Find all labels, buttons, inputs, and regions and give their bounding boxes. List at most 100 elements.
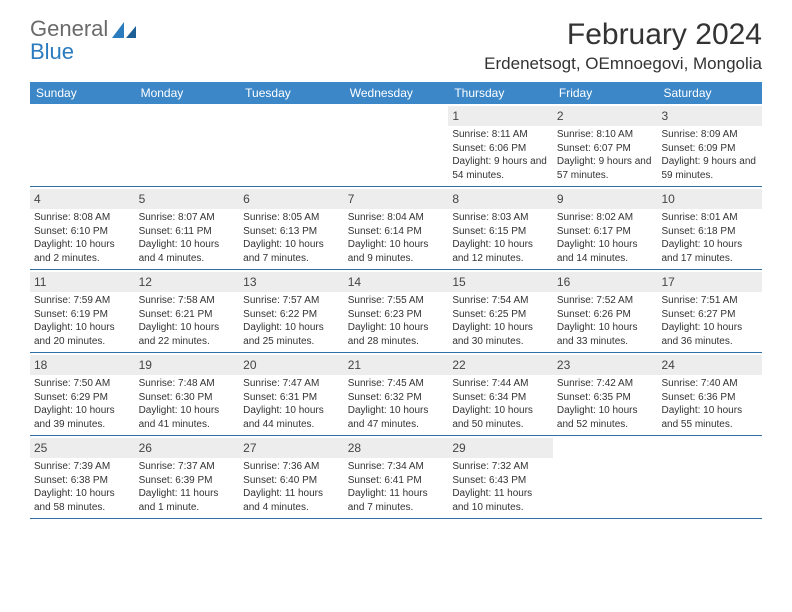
calendar-cell: 7Sunrise: 8:04 AMSunset: 6:14 PMDaylight… [344,187,449,269]
calendar-cell: 2Sunrise: 8:10 AMSunset: 6:07 PMDaylight… [553,104,658,186]
day-number-bar: 24 [657,355,762,375]
day-number: 26 [139,441,152,455]
day-number: 18 [34,358,47,372]
weekday-header-row: SundayMondayTuesdayWednesdayThursdayFrid… [30,82,762,104]
day-number: 3 [661,109,668,123]
calendar-week-row: 25Sunrise: 7:39 AMSunset: 6:38 PMDayligh… [30,436,762,519]
day-number-bar: 22 [448,355,553,375]
day-number-bar: 27 [239,438,344,458]
brand-logo: General Blue [30,18,138,63]
day-info: Sunrise: 7:36 AMSunset: 6:40 PMDaylight:… [243,460,340,514]
day-info: Sunrise: 8:09 AMSunset: 6:09 PMDaylight:… [661,128,758,182]
day-number: 16 [557,275,570,289]
calendar-cell: 6Sunrise: 8:05 AMSunset: 6:13 PMDaylight… [239,187,344,269]
calendar-cell: 9 Sunrise: 8:02 AMSunset: 6:17 PMDaylight… [553,187,658,269]
day-number-bar: 8 [448,189,553,209]
calendar-cell: 18 Sunrise: 7:50 AMSunset: 6:29 PMDayligh… [30,353,135,435]
calendar-cell: 19Sunrise: 7:48 AMSunset: 6:30 PMDayligh… [135,353,240,435]
day-number-bar: 20 [239,355,344,375]
day-number-bar: 11 [30,272,135,292]
day-number: 24 [661,358,674,372]
calendar-grid: SundayMondayTuesdayWednesdayThursdayFrid… [30,82,762,519]
day-number: 29 [452,441,465,455]
calendar-cell-empty [30,104,135,186]
calendar-cell: 15Sunrise: 7:54 AMSunset: 6:25 PMDayligh… [448,270,553,352]
calendar-week-row: 4 Sunrise: 8:08 AMSunset: 6:10 PMDaylight… [30,187,762,270]
day-number: 22 [452,358,465,372]
day-info: Sunrise: 7:58 AMSunset: 6:21 PMDaylight:… [139,294,236,348]
calendar-cell: 24Sunrise: 7:40 AMSunset: 6:36 PMDayligh… [657,353,762,435]
calendar-cell-empty [553,436,658,518]
calendar-cell: 8Sunrise: 8:03 AMSunset: 6:15 PMDaylight… [448,187,553,269]
day-number-bar: 17 [657,272,762,292]
day-info: Sunrise: 8:07 AMSunset: 6:11 PMDaylight:… [139,211,236,265]
day-info: Sunrise: 7:47 AMSunset: 6:31 PMDaylight:… [243,377,340,431]
calendar-week-row: 1 Sunrise: 8:11 AMSunset: 6:06 PMDaylight… [30,104,762,187]
calendar-cell-empty [344,104,449,186]
calendar-cell: 25Sunrise: 7:39 AMSunset: 6:38 PMDayligh… [30,436,135,518]
day-number: 17 [661,275,674,289]
day-info: Sunrise: 7:52 AMSunset: 6:26 PMDaylight:… [557,294,654,348]
title-block: February 2024 Erdenetsogt, OEmnoegovi, M… [484,18,762,74]
day-number: 9 [557,192,564,206]
calendar-cell: 20Sunrise: 7:47 AMSunset: 6:31 PMDayligh… [239,353,344,435]
calendar-cell: 13Sunrise: 7:57 AMSunset: 6:22 PMDayligh… [239,270,344,352]
day-number: 23 [557,358,570,372]
calendar-cell: 5 Sunrise: 8:07 AMSunset: 6:11 PMDaylight… [135,187,240,269]
day-info: Sunrise: 8:01 AMSunset: 6:18 PMDaylight:… [661,211,758,265]
day-number-bar: 19 [135,355,240,375]
calendar-cell: 17Sunrise: 7:51 AMSunset: 6:27 PMDayligh… [657,270,762,352]
day-number: 21 [348,358,361,372]
weekday-header: Tuesday [239,82,344,104]
calendar-cell-empty [135,104,240,186]
logo-line2: Blue [30,41,108,63]
day-info: Sunrise: 7:32 AMSunset: 6:43 PMDaylight:… [452,460,549,514]
weekday-header: Monday [135,82,240,104]
day-number: 27 [243,441,256,455]
day-number-bar: 1 [448,106,553,126]
month-title: February 2024 [484,18,762,52]
day-number-bar: 29 [448,438,553,458]
header: General Blue February 2024 Erdenetsogt, … [30,18,762,74]
day-number-bar: 15 [448,272,553,292]
day-info: Sunrise: 8:04 AMSunset: 6:14 PMDaylight:… [348,211,445,265]
day-number-bar: 28 [344,438,449,458]
day-info: Sunrise: 7:50 AMSunset: 6:29 PMDaylight:… [34,377,131,431]
day-number-bar: 26 [135,438,240,458]
day-number-bar: 25 [30,438,135,458]
calendar-week-row: 18 Sunrise: 7:50 AMSunset: 6:29 PMDayligh… [30,353,762,436]
day-number-bar: 14 [344,272,449,292]
day-number-bar: 13 [239,272,344,292]
day-number-bar: 4 [30,189,135,209]
weekday-header: Saturday [657,82,762,104]
day-number: 12 [139,275,152,289]
weekday-header: Wednesday [344,82,449,104]
calendar-cell: 27 Sunrise: 7:36 AMSunset: 6:40 PMDayligh… [239,436,344,518]
day-number: 2 [557,109,564,123]
calendar-cell: 26Sunrise: 7:37 AMSunset: 6:39 PMDayligh… [135,436,240,518]
day-number: 14 [348,275,361,289]
calendar-cell: 4 Sunrise: 8:08 AMSunset: 6:10 PMDaylight… [30,187,135,269]
day-info: Sunrise: 8:02 AMSunset: 6:17 PMDaylight:… [557,211,654,265]
day-number: 1 [452,109,459,123]
day-info: Sunrise: 8:08 AMSunset: 6:10 PMDaylight:… [34,211,131,265]
day-info: Sunrise: 8:03 AMSunset: 6:15 PMDaylight:… [452,211,549,265]
day-info: Sunrise: 7:59 AMSunset: 6:19 PMDaylight:… [34,294,131,348]
calendar-cell: 3 Sunrise: 8:09 AMSunset: 6:09 PMDaylight… [657,104,762,186]
day-number-bar: 3 [657,106,762,126]
calendar-cell: 12 Sunrise: 7:58 AMSunset: 6:21 PMDayligh… [135,270,240,352]
day-number: 4 [34,192,41,206]
calendar-cell: 22Sunrise: 7:44 AMSunset: 6:34 PMDayligh… [448,353,553,435]
day-number: 28 [348,441,361,455]
calendar-cell: 16 Sunrise: 7:52 AMSunset: 6:26 PMDayligh… [553,270,658,352]
day-info: Sunrise: 8:11 AMSunset: 6:06 PMDaylight:… [452,128,549,182]
logo-line1: General [30,16,108,41]
day-number: 5 [139,192,146,206]
day-info: Sunrise: 7:57 AMSunset: 6:22 PMDaylight:… [243,294,340,348]
day-info: Sunrise: 8:05 AMSunset: 6:13 PMDaylight:… [243,211,340,265]
calendar-week-row: 11Sunrise: 7:59 AMSunset: 6:19 PMDayligh… [30,270,762,353]
day-number-bar: 12 [135,272,240,292]
day-number-bar: 21 [344,355,449,375]
calendar-cell: 29 Sunrise: 7:32 AMSunset: 6:43 PMDayligh… [448,436,553,518]
day-info: Sunrise: 7:45 AMSunset: 6:32 PMDaylight:… [348,377,445,431]
